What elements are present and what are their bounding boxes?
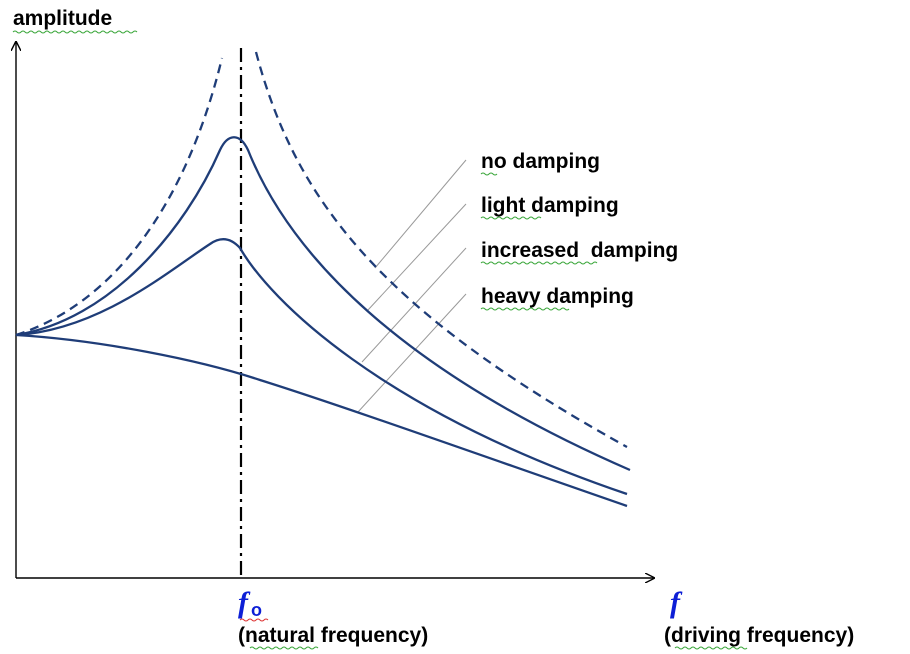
leader-light-damping xyxy=(367,203,467,311)
legend-no-damping: no damping xyxy=(481,150,600,173)
leader-heavy-damping xyxy=(357,293,467,413)
curve-heavy-damping xyxy=(15,333,628,508)
leader-increased-damping xyxy=(361,247,467,363)
spellcheck-underline xyxy=(674,646,748,650)
driving-frequency-caption: (driving frequency) xyxy=(664,624,854,647)
legend-increased-damping: increased damping xyxy=(481,239,678,262)
driving-frequency-symbol: f xyxy=(670,586,683,619)
spellcheck-underline xyxy=(480,172,498,176)
legend-heavy-damping: heavy damping xyxy=(481,285,634,308)
legend-light-damping: light damping xyxy=(481,194,619,217)
curve-light-damping xyxy=(15,136,631,472)
spellcheck-underline xyxy=(480,216,542,220)
spellcheck-underline xyxy=(12,30,138,34)
curve-increased-damping xyxy=(15,238,628,496)
curve-no-damping xyxy=(15,51,628,449)
natural-frequency-subscript: o xyxy=(251,600,262,620)
natural-frequency-symbol: f xyxy=(238,586,251,619)
spellcheck-underline xyxy=(480,261,598,265)
natural-frequency-caption: (natural frequency) xyxy=(238,624,428,647)
spellcheck-underline xyxy=(239,618,269,622)
spellcheck-underline xyxy=(249,646,319,650)
leader-no-damping xyxy=(374,159,467,269)
y-axis-label: amplitude xyxy=(13,7,112,30)
spellcheck-underline xyxy=(480,307,570,311)
